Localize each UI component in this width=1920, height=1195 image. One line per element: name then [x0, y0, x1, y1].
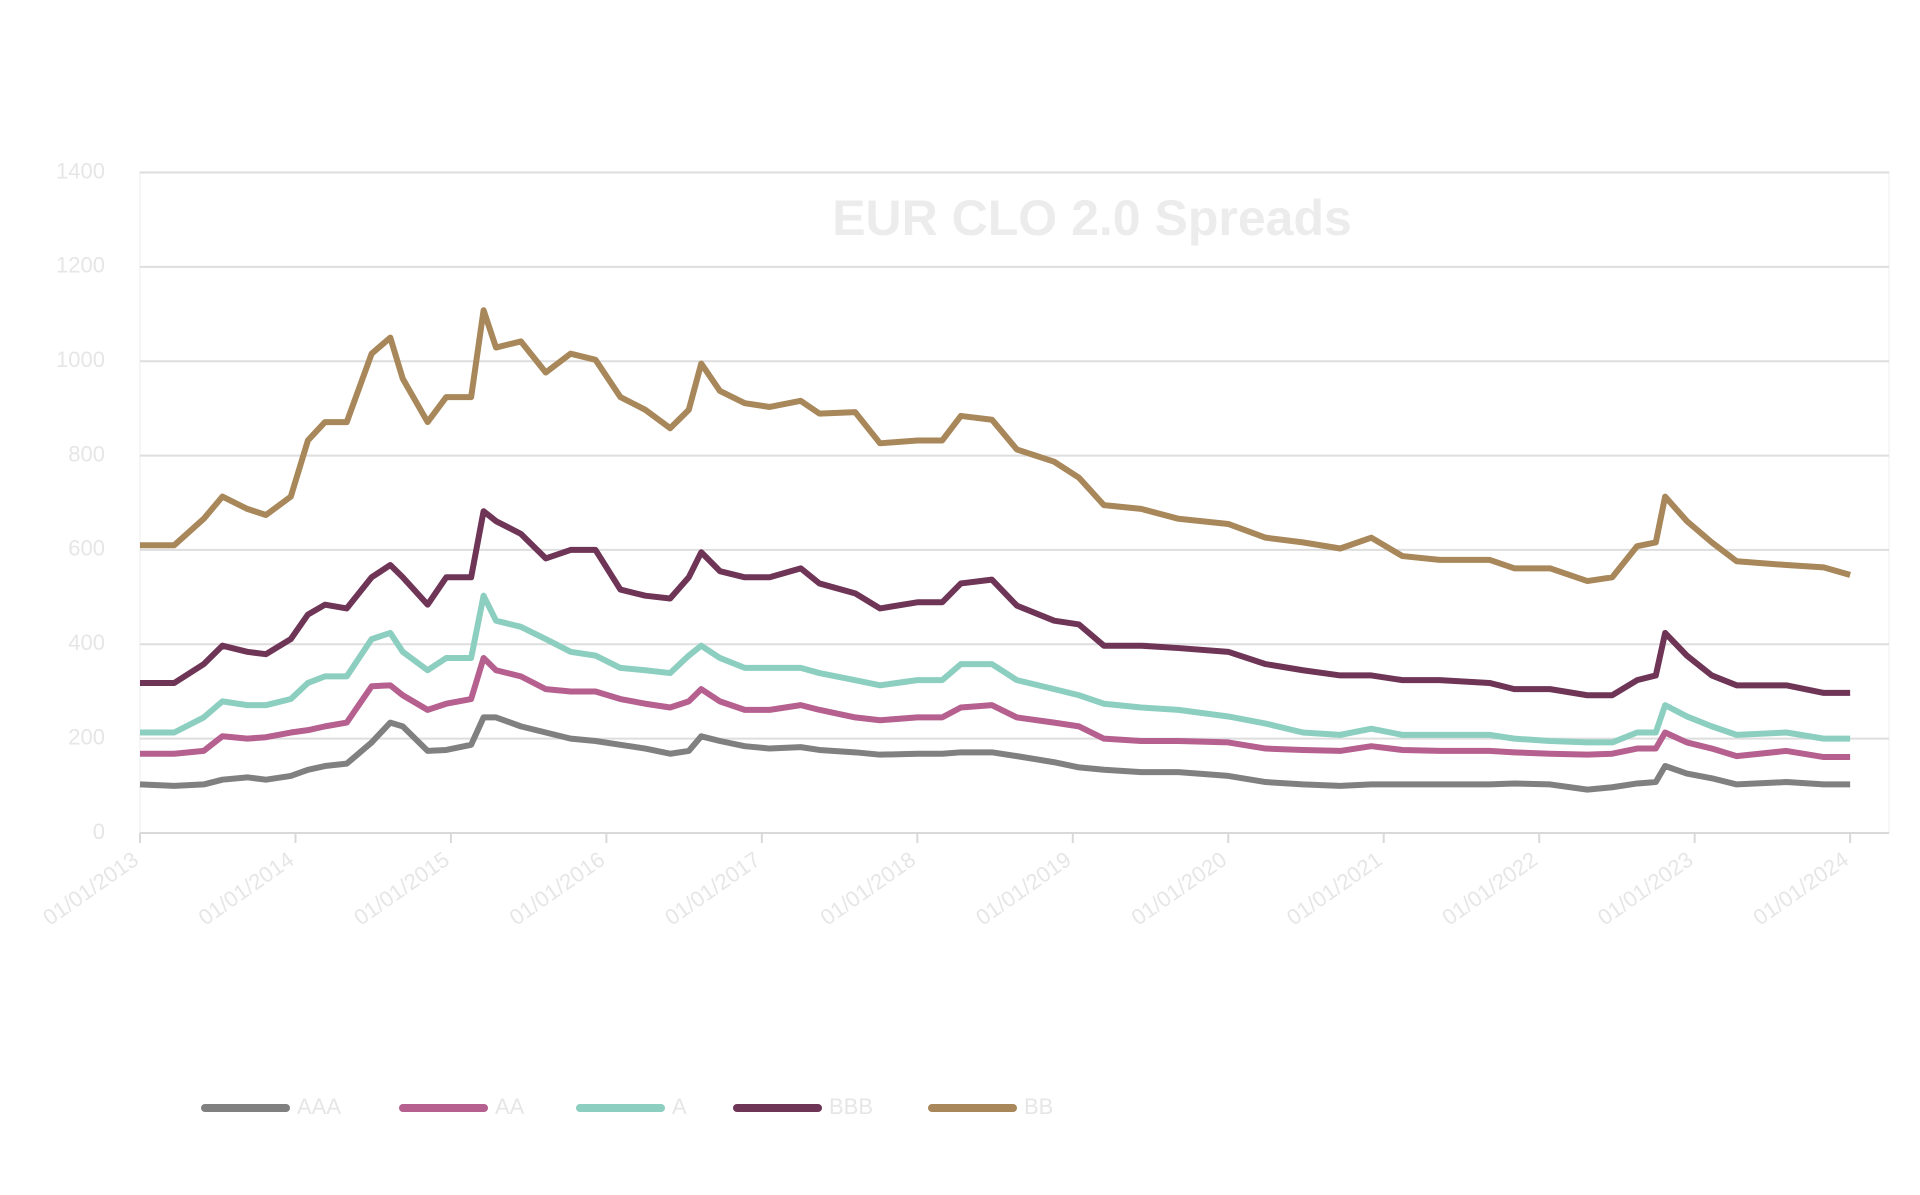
- y-tick-label: 400: [68, 630, 105, 655]
- series-line: [140, 508, 1851, 699]
- series-line: [140, 592, 1851, 746]
- x-tick-label: 01/01/2020: [1127, 847, 1232, 931]
- y-tick-label: 200: [68, 724, 105, 749]
- x-tick-label: 01/01/2021: [1282, 847, 1387, 931]
- x-tick-label: 01/01/2018: [816, 847, 921, 931]
- legend-label: BB: [1024, 1094, 1053, 1119]
- x-tick-label: 01/01/2016: [505, 847, 610, 931]
- series-line: [140, 654, 1851, 761]
- y-tick-label: 600: [68, 536, 105, 561]
- x-tick-label: 01/01/2017: [660, 847, 765, 931]
- legend: AAA AA A BBB BB: [201, 1094, 1053, 1119]
- x-tick-label: 01/01/2019: [971, 847, 1076, 931]
- chart-title: EUR CLO 2.0 Spreads: [832, 190, 1352, 246]
- y-tick-label: 0: [93, 819, 105, 844]
- x-tick-label: 01/01/2023: [1593, 847, 1698, 931]
- x-tick-label: 01/01/2022: [1438, 847, 1543, 931]
- legend-label: A: [672, 1094, 687, 1119]
- y-tick-label: 1200: [56, 253, 105, 278]
- legend-label: AAA: [297, 1094, 341, 1119]
- axes: 0 200 400 600 800 1000 1200 1400 01/01/2013 01/01…: [38, 158, 1889, 930]
- x-tick-label: 01/01/2014: [194, 847, 299, 931]
- plot-lines: [139, 307, 1851, 793]
- x-tick-label: 01/01/2013: [38, 847, 143, 931]
- y-tick-label: 1400: [56, 158, 105, 183]
- y-tick-label: 800: [68, 441, 105, 466]
- y-tick-label: 1000: [56, 347, 105, 372]
- legend-label: BBB: [829, 1094, 873, 1119]
- series-line: [140, 307, 1851, 585]
- series-line: [139, 714, 1851, 793]
- legend-label: AA: [495, 1094, 525, 1119]
- x-tick-label: 01/01/2024: [1748, 847, 1853, 931]
- x-tick-label: 01/01/2015: [349, 847, 454, 931]
